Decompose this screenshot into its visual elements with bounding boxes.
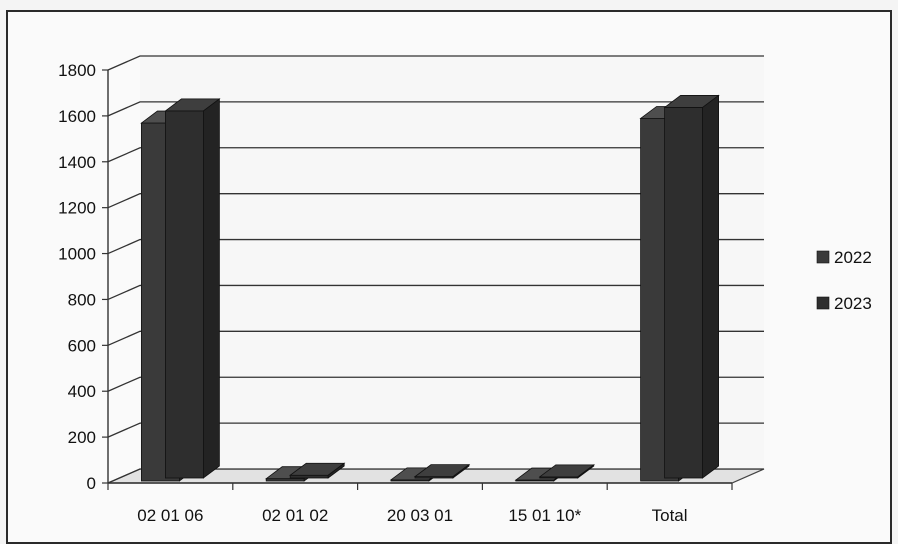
x-tick-label: Total <box>652 506 688 525</box>
y-tick-label: 600 <box>68 336 96 355</box>
x-axis: 02 01 06 02 01 02 20 03 01 15 01 10* Total <box>108 483 732 525</box>
legend: 2022 2023 <box>817 248 872 313</box>
y-tick-label: 400 <box>68 382 96 401</box>
x-tick-label: 02 01 06 <box>137 506 203 525</box>
y-tick-label: 1600 <box>58 107 96 126</box>
x-tick-label: 02 01 02 <box>262 506 328 525</box>
legend-label-2022: 2022 <box>834 248 872 267</box>
y-tick-label: 1000 <box>58 245 96 264</box>
legend-swatch-2022 <box>817 251 829 263</box>
y-tick-label: 200 <box>68 428 96 447</box>
bar-2023-Total <box>665 95 719 478</box>
legend-swatch-2023 <box>817 297 829 309</box>
legend-label-2023: 2023 <box>834 294 872 313</box>
y-axis: 0 200 400 600 800 1000 1200 1400 1600 1800 <box>58 61 108 493</box>
x-tick-label: 15 01 10* <box>508 506 581 525</box>
y-tick-label: 1800 <box>58 61 96 80</box>
y-tick-label: 800 <box>68 290 96 309</box>
y-tick-label: 1400 <box>58 153 96 172</box>
x-tick-label: 20 03 01 <box>387 506 453 525</box>
y-tick-label: 1200 <box>58 199 96 218</box>
y-tick-label: 0 <box>87 474 96 493</box>
bar-2023-020106 <box>165 99 219 478</box>
